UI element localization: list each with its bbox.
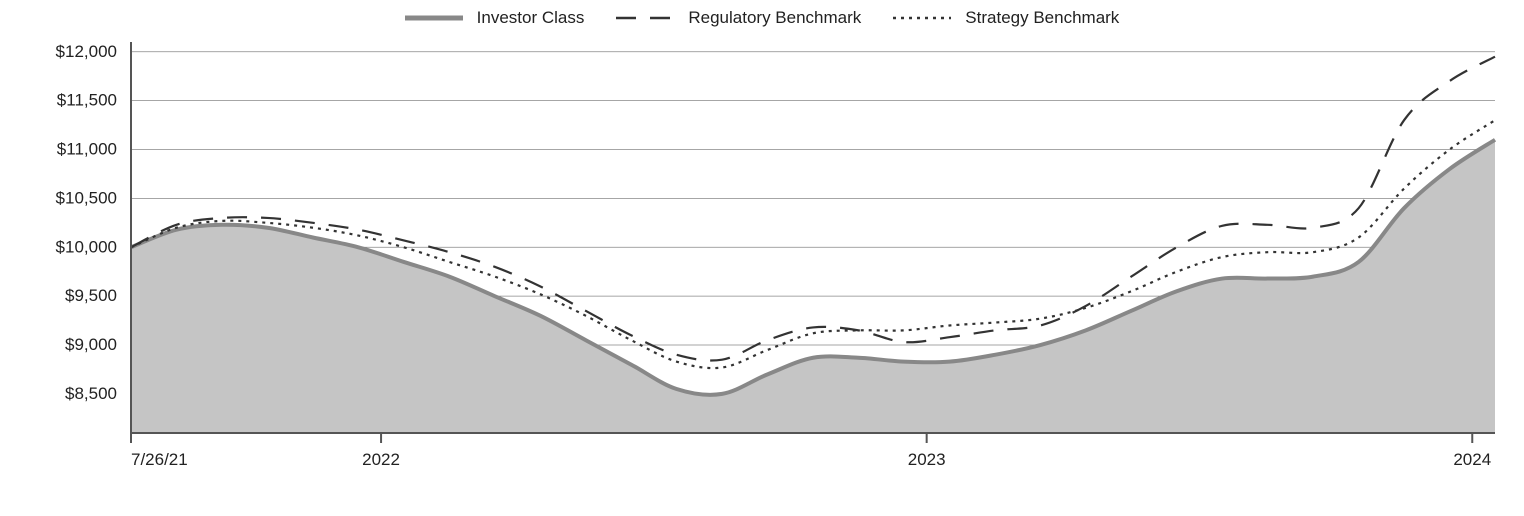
legend: Investor Class Regulatory Benchmark Stra… xyxy=(0,8,1524,28)
legend-swatch-solid xyxy=(405,10,463,26)
svg-text:7/26/21: 7/26/21 xyxy=(131,450,188,469)
legend-swatch-dotted xyxy=(893,10,951,26)
svg-text:$11,000: $11,000 xyxy=(57,140,117,159)
svg-text:2022: 2022 xyxy=(362,450,400,469)
svg-text:$11,500: $11,500 xyxy=(57,91,117,110)
legend-label: Strategy Benchmark xyxy=(965,8,1119,28)
legend-item: Strategy Benchmark xyxy=(893,8,1119,28)
svg-text:$12,000: $12,000 xyxy=(56,42,117,61)
chart-svg: $8,500 $9,000 $9,500 $10,000 $10,500 $11,000 $… xyxy=(0,0,1524,516)
legend-label: Regulatory Benchmark xyxy=(688,8,861,28)
svg-text:2023: 2023 xyxy=(908,450,946,469)
svg-text:$9,000: $9,000 xyxy=(65,335,117,354)
legend-item: Investor Class xyxy=(405,8,585,28)
svg-text:$10,500: $10,500 xyxy=(56,188,117,207)
svg-text:$8,500: $8,500 xyxy=(65,384,117,403)
svg-text:$10,000: $10,000 xyxy=(56,237,117,256)
legend-label: Investor Class xyxy=(477,8,585,28)
legend-item: Regulatory Benchmark xyxy=(616,8,861,28)
legend-swatch-dashed xyxy=(616,10,674,26)
svg-text:$9,500: $9,500 xyxy=(65,286,117,305)
svg-text:2024: 2024 xyxy=(1453,450,1491,469)
growth-chart: Investor Class Regulatory Benchmark Stra… xyxy=(0,0,1524,516)
